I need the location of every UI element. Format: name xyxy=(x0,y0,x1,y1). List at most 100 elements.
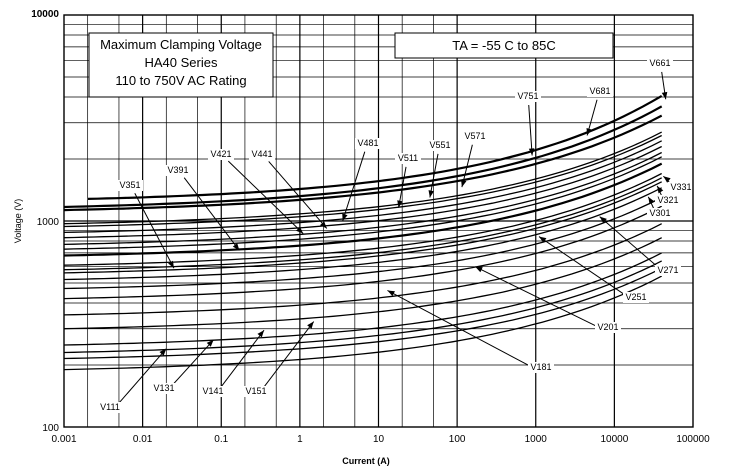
curve-v151 xyxy=(63,252,662,346)
label-v391: V391 xyxy=(167,165,188,175)
curve-v141 xyxy=(63,260,662,354)
label-bg-v511 xyxy=(395,153,421,164)
label-v551: V551 xyxy=(429,140,450,150)
label-bg-v181 xyxy=(528,362,554,373)
label-bg-v331 xyxy=(668,182,694,193)
curve-v301 xyxy=(63,187,662,281)
label-v481: V481 xyxy=(357,138,378,148)
y-tick-labels: 100 1000 10000 xyxy=(31,9,59,434)
label-v181: V181 xyxy=(530,362,551,372)
label-v151: V151 xyxy=(245,386,266,396)
leader-v131 xyxy=(170,339,215,388)
y-tick-label: 100 xyxy=(42,423,59,434)
curve-v551 xyxy=(63,134,662,228)
arrow-v421 xyxy=(296,226,304,234)
curve-v681 xyxy=(63,105,663,209)
label-v751: V751 xyxy=(517,91,538,101)
leader-v481 xyxy=(342,151,366,222)
leader-v391 xyxy=(183,177,240,251)
y-axis-title: Voltage (V) xyxy=(13,199,23,244)
x-tick-label: 1 xyxy=(297,434,303,445)
x-tick-label: 100 xyxy=(449,434,466,445)
voltage-curves xyxy=(63,94,663,371)
leader-v351 xyxy=(134,193,175,269)
curve-v751 xyxy=(87,94,663,200)
label-v321: V321 xyxy=(657,195,678,205)
curve-v661 xyxy=(63,114,663,212)
arrow-v301 xyxy=(648,196,655,205)
label-bg-v661 xyxy=(647,58,673,69)
label-v141: V141 xyxy=(202,386,223,396)
arrow-v131 xyxy=(206,339,214,347)
curve-v571 xyxy=(63,131,662,225)
x-tick-label: 10000 xyxy=(600,434,628,445)
y-tick-label: 1000 xyxy=(37,217,60,228)
y-tick-label: 10000 xyxy=(31,9,59,20)
plot-frame xyxy=(63,14,694,428)
curve-v351 xyxy=(63,172,662,266)
curve-v251 xyxy=(63,205,662,300)
arrow-v151 xyxy=(307,321,314,329)
curve-v421 xyxy=(63,156,662,250)
label-v511: V511 xyxy=(398,153,418,163)
curve-v481 xyxy=(63,145,662,239)
label-v111: V111 xyxy=(100,402,120,412)
arrow-v271 xyxy=(599,216,607,224)
title-line-2: HA40 Series xyxy=(145,55,218,70)
leader-v181 xyxy=(387,290,533,368)
label-v131: V131 xyxy=(153,383,174,393)
label-bg-v391 xyxy=(165,165,191,176)
leader-v551 xyxy=(429,153,439,198)
label-v271: V271 xyxy=(657,265,678,275)
label-v331: V331 xyxy=(670,182,691,192)
title-line-1: Maximum Clamping Voltage xyxy=(100,37,262,52)
arrow-v391 xyxy=(232,243,240,251)
leader-v421 xyxy=(227,160,304,234)
label-v351: V351 xyxy=(119,180,140,190)
condition-box: TA = -55 C to 85C xyxy=(394,32,614,59)
label-v421: V421 xyxy=(210,149,231,159)
label-bg-v141 xyxy=(200,386,226,397)
arrow-v201 xyxy=(475,266,483,273)
curve-v271 xyxy=(63,196,662,290)
label-bg-v571 xyxy=(462,131,488,142)
label-bg-v421 xyxy=(208,149,234,160)
label-bg-v201 xyxy=(595,322,621,333)
curve-v131 xyxy=(63,267,662,360)
curve-v511 xyxy=(63,140,662,234)
curve-v201 xyxy=(63,223,662,316)
leader-v441 xyxy=(268,161,328,229)
label-bg-v251 xyxy=(623,292,649,303)
arrow-v551 xyxy=(428,190,435,198)
label-v441: V441 xyxy=(251,149,272,159)
arrow-v181 xyxy=(387,290,395,297)
arrow-v681 xyxy=(586,128,592,136)
label-bg-v321 xyxy=(655,195,681,206)
arrow-v141 xyxy=(257,330,265,338)
arrow-v511 xyxy=(397,200,403,208)
label-bg-v111 xyxy=(97,402,123,413)
x-tick-label: 0.01 xyxy=(133,434,153,445)
arrow-v111 xyxy=(159,348,167,356)
arrow-v251 xyxy=(539,236,547,243)
x-tick-label: 0.1 xyxy=(214,434,228,445)
curve-labels: V661 V681 V751 V571 V551 V511 V481 V441 V421 V391… xyxy=(97,58,694,413)
x-axis-title: Current (A) xyxy=(342,456,390,466)
title-line-3: 110 to 750V AC Rating xyxy=(115,73,246,88)
leader-v151 xyxy=(261,321,315,390)
condition-box-frame xyxy=(394,32,614,59)
label-leaders xyxy=(116,71,674,406)
label-v571: V571 xyxy=(464,131,485,141)
leader-v251 xyxy=(538,236,628,298)
title-box-frame xyxy=(88,32,274,98)
leader-v751 xyxy=(528,104,533,156)
label-v251: V251 xyxy=(625,292,646,302)
label-bg-v351 xyxy=(117,180,143,191)
label-v681: V681 xyxy=(589,86,610,96)
label-bg-v681 xyxy=(587,86,613,97)
curve-v391 xyxy=(63,162,663,257)
curve-v441 xyxy=(63,151,662,246)
label-bg-v151 xyxy=(243,386,269,397)
leader-v271 xyxy=(599,216,661,270)
